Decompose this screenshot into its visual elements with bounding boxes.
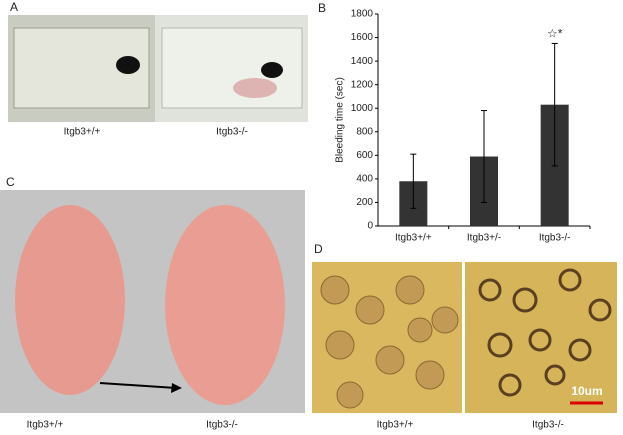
label: Itgb3+/+ xyxy=(64,127,101,138)
y-tick-label: 1200 xyxy=(351,79,374,90)
panel-letter: D xyxy=(314,242,323,256)
pup xyxy=(165,205,285,405)
label: Itgb3-/- xyxy=(532,420,564,431)
panel-letter: B xyxy=(318,1,326,15)
y-tick-label: 400 xyxy=(356,174,373,185)
label: Itgb3+/+ xyxy=(27,420,64,431)
scale-label: 10um xyxy=(571,384,602,398)
mouse xyxy=(261,62,283,78)
y-tick-label: 200 xyxy=(356,197,373,208)
pup xyxy=(15,205,125,395)
x-tick-label: Itgb3+/- xyxy=(467,233,501,244)
y-tick-label: 800 xyxy=(356,126,373,137)
mouse xyxy=(116,56,140,74)
y-tick-label: 1000 xyxy=(351,103,374,114)
label: Itgb3-/- xyxy=(206,420,238,431)
y-tick-label: 1800 xyxy=(351,9,374,20)
x-tick-label: Itgb3-/- xyxy=(539,233,571,244)
cells xyxy=(478,268,612,397)
arrow xyxy=(99,382,177,389)
y-tick-label: 600 xyxy=(356,150,373,161)
y-tick-label: 0 xyxy=(367,221,373,232)
arrow-head xyxy=(171,383,182,393)
panel-letter: C xyxy=(6,175,15,189)
cells xyxy=(320,275,459,409)
label: Itgb3-/- xyxy=(216,127,248,138)
y-axis-label: Bleeding time (sec) xyxy=(335,77,346,163)
panel-letter: A xyxy=(10,0,18,14)
annotation: ☆* xyxy=(547,27,563,41)
y-tick-label: 1400 xyxy=(351,56,374,67)
blood xyxy=(233,78,277,98)
label: Itgb3+/+ xyxy=(377,420,414,431)
y-tick-label: 1600 xyxy=(351,32,374,43)
x-tick-label: Itgb3+/+ xyxy=(395,233,432,244)
